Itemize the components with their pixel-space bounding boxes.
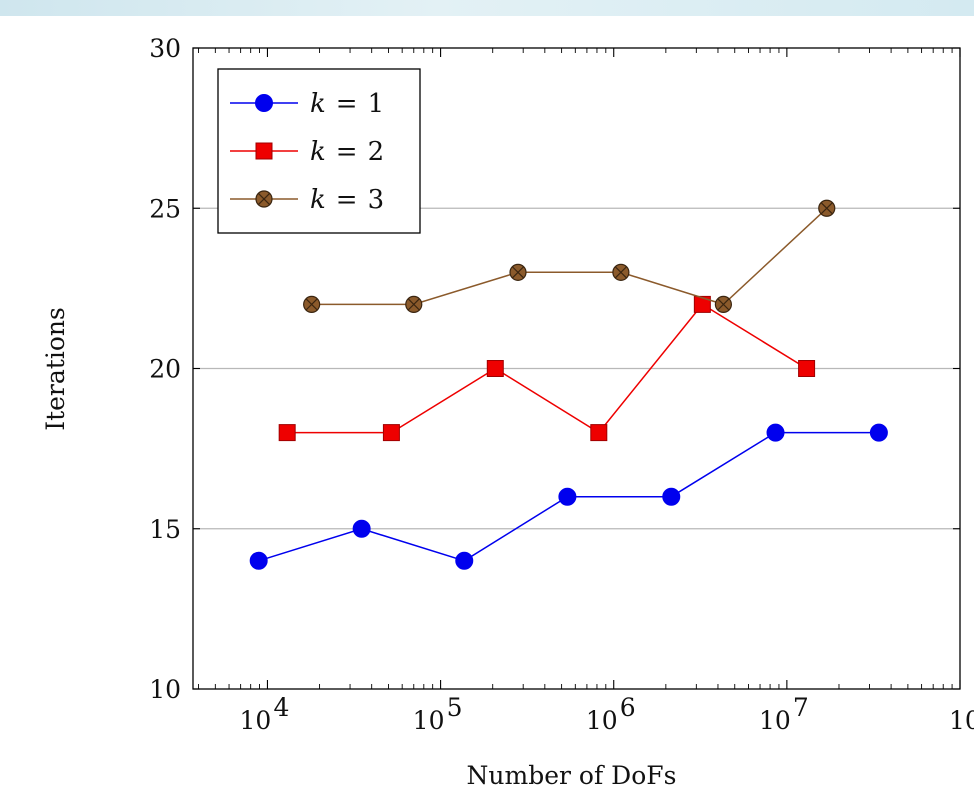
legend-item: k = 1 [230,89,384,119]
data-point [509,263,527,281]
y-tick-labels: 10 15 20 25 30 [149,34,181,704]
data-point [693,295,711,313]
legend-item: k = 2 [230,137,384,167]
legend-label: k = 3 [310,185,384,215]
series-3 [303,199,836,313]
legend-item: k = 3 [230,185,384,215]
x-tick-label: 10 4 [240,693,290,735]
data-point [612,263,630,281]
y-tick-label: 30 [149,34,181,63]
data-point [255,94,273,112]
x-tick-label: 10 7 [759,693,809,735]
legend: k = 1 k = 2 k = 3 [217,68,421,234]
data-point [766,423,785,442]
data-point [798,360,816,377]
data-point [382,424,400,442]
data-point [714,295,733,313]
x-tick-base: 10 [586,706,618,735]
axis-major-ticks [193,47,961,690]
data-point [278,424,296,442]
y-axis-title: Iterations [41,307,70,431]
y-tick-label: 15 [149,515,181,544]
series-line [287,303,807,434]
x-tick-label: 10 6 [586,693,636,735]
series-line [311,207,828,306]
x-minor-ticks [198,48,953,689]
x-axis-title: Number of DoFs [467,761,677,788]
data-point [455,551,474,570]
data-point [255,190,273,208]
data-point [558,487,577,506]
y-tick-label: 20 [149,355,181,384]
x-tick-base: 10 [240,706,272,735]
data-point [590,424,608,442]
x-tick-base: 10 [949,706,974,735]
x-tick-base: 10 [413,706,445,735]
x-tick-labels: 10 4 10 5 10 6 10 7 10 [240,693,974,735]
data-point [249,551,268,570]
x-tick-exponent: 6 [620,693,636,722]
top-gradient-band [0,0,974,16]
data-point [352,519,371,538]
y-tick-label: 25 [149,194,181,223]
x-tick-base: 10 [759,706,791,735]
x-tick-label: 10 [949,706,974,735]
x-tick-exponent: 5 [447,693,463,722]
grid-lines [193,207,960,530]
data-point [303,295,321,313]
data-point [405,295,423,313]
data-point [486,360,504,377]
data-point [869,423,888,442]
x-tick-label: 10 5 [413,693,463,735]
data-point [662,487,681,506]
series-layer [249,199,888,570]
x-tick-exponent: 7 [793,693,809,722]
x-tick-exponent: 4 [273,693,289,722]
data-point [255,142,273,160]
series-1 [249,423,888,570]
legend-label: k = 1 [310,89,384,119]
y-tick-label: 10 [149,675,181,704]
legend-label: k = 2 [310,137,384,167]
data-point [818,199,836,217]
series-2 [278,295,816,442]
